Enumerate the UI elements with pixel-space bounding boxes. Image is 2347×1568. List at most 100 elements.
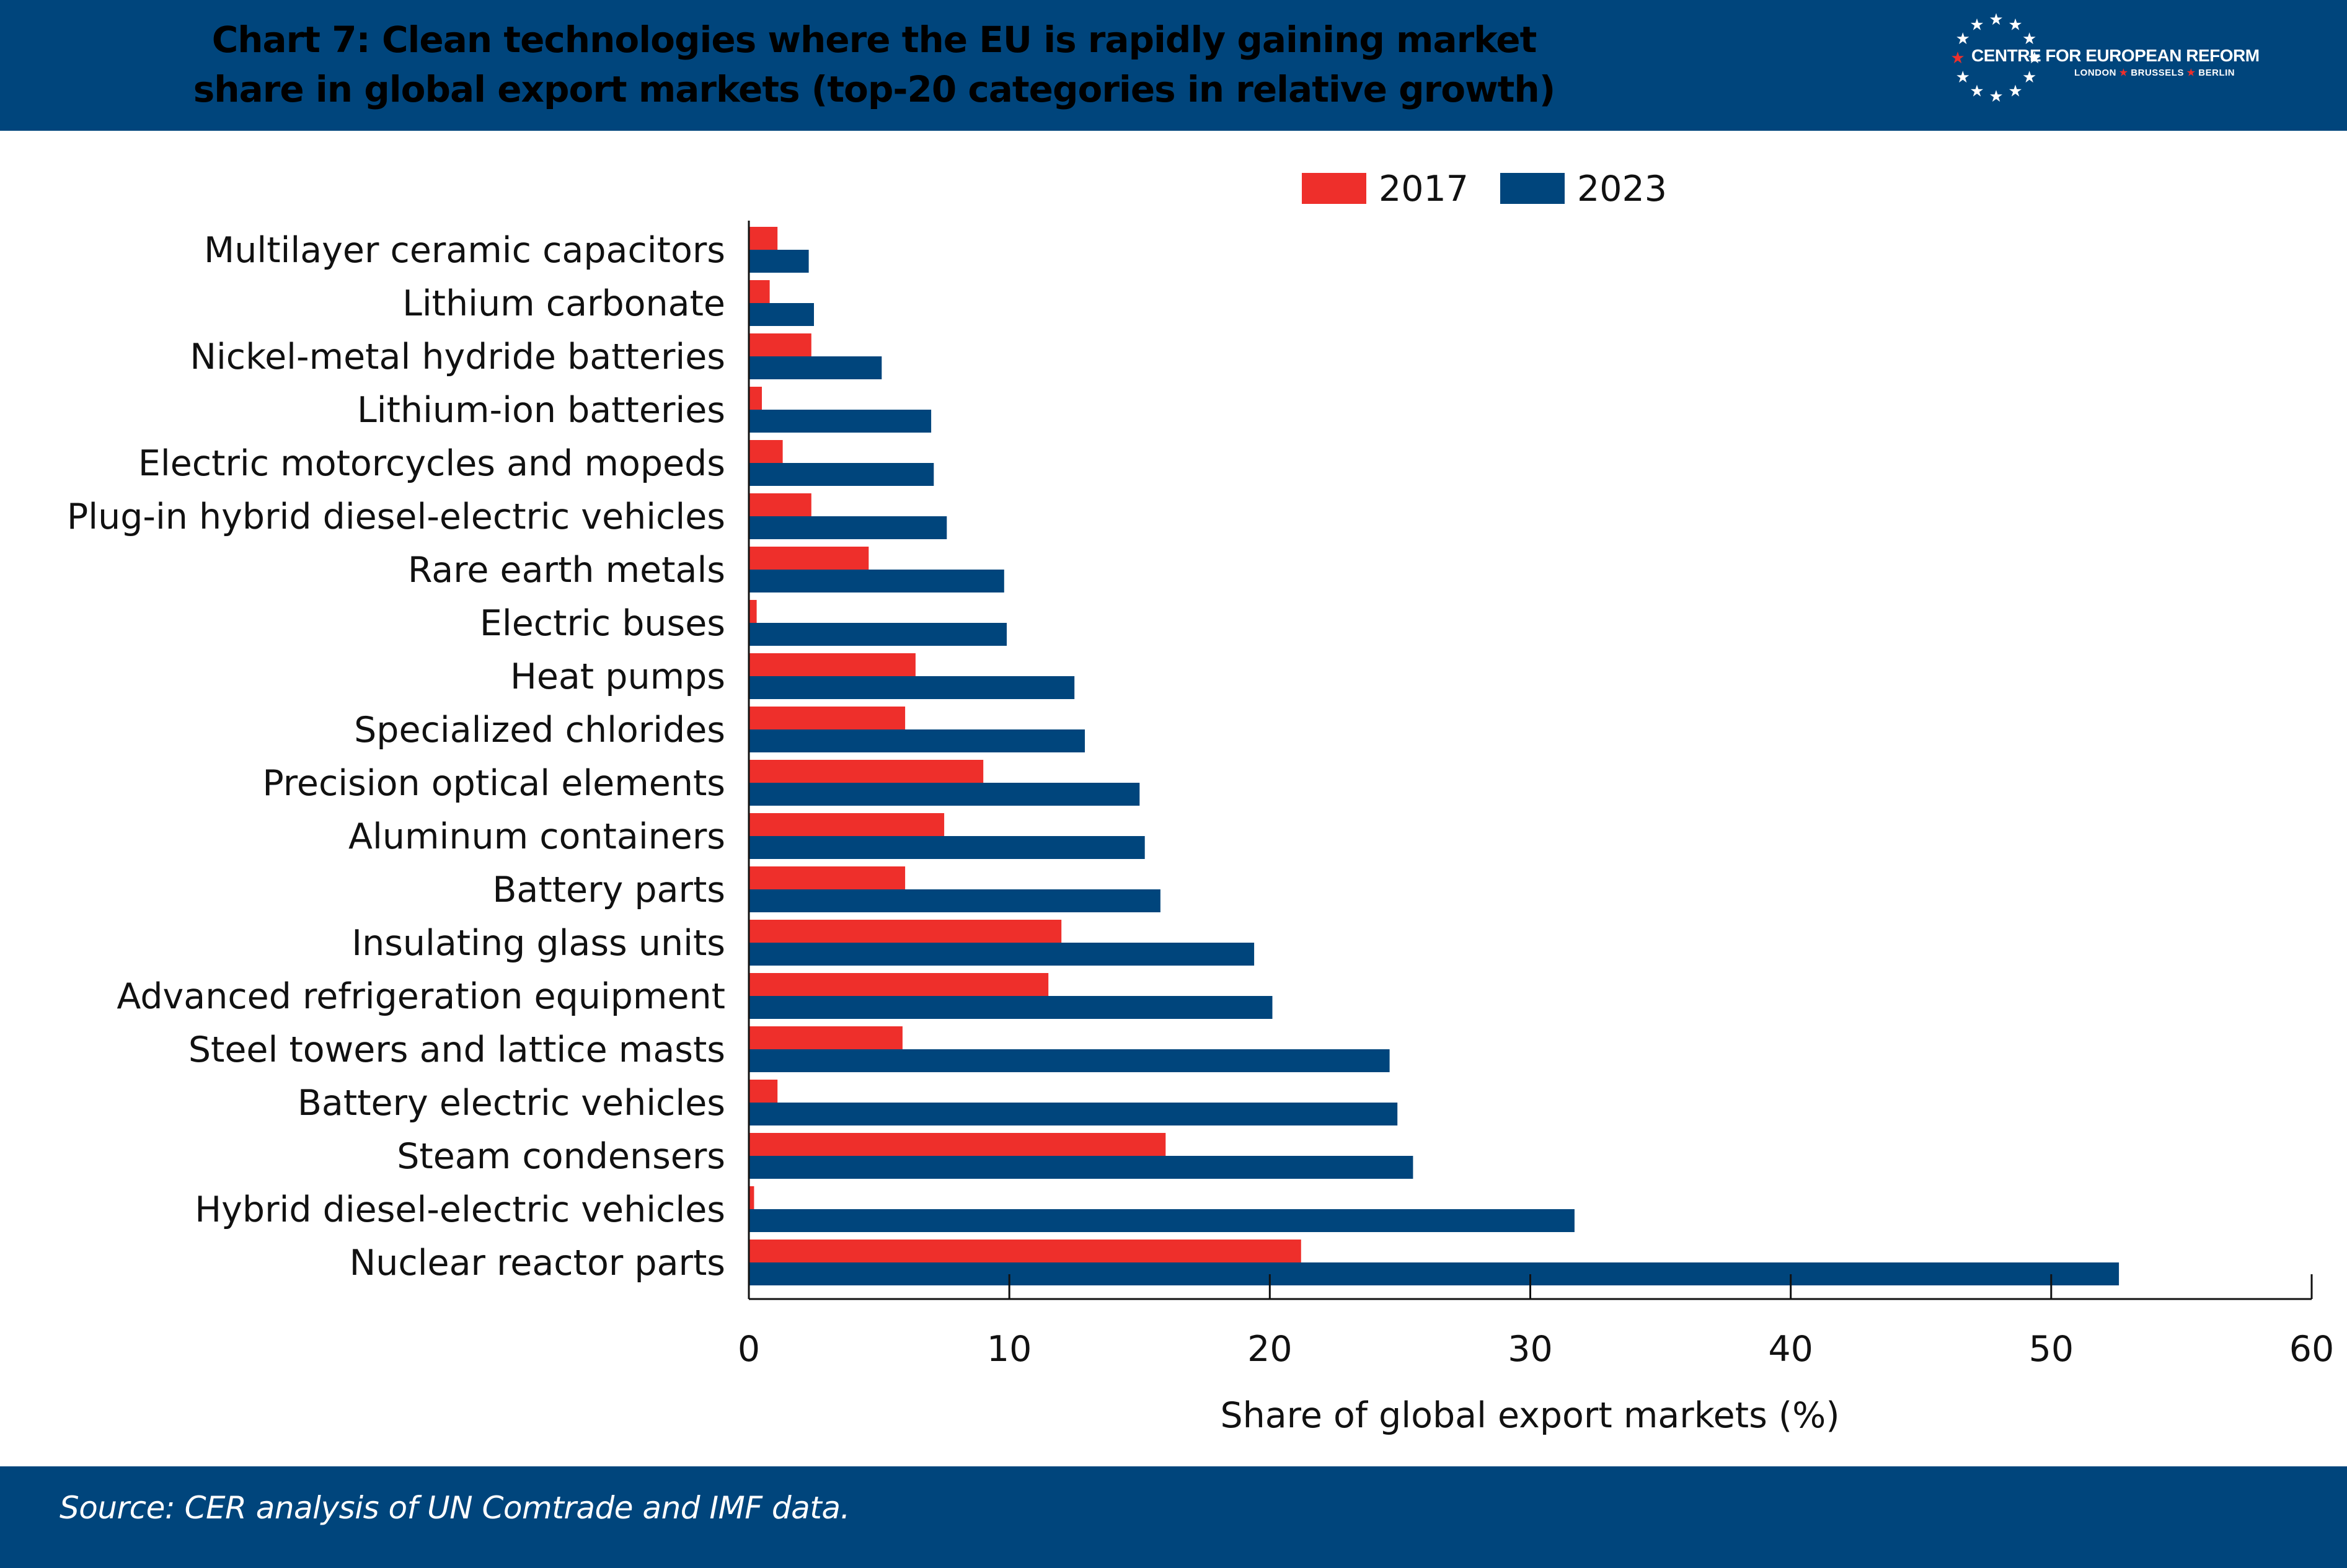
logo-star-icon: ★ bbox=[1950, 49, 1965, 68]
category-label: Lithium carbonate bbox=[402, 283, 725, 324]
source-note: Source: CER analysis of UN Comtrade and … bbox=[60, 1490, 850, 1526]
category-label: Electric buses bbox=[480, 603, 725, 644]
x-axis-label: Share of global export markets (%) bbox=[1220, 1395, 1839, 1436]
bar-2017-6 bbox=[749, 547, 869, 570]
logo-star-icon: ★ bbox=[2022, 30, 2036, 48]
bar-2017-9 bbox=[749, 707, 906, 729]
logo-star-icon: ★ bbox=[2008, 82, 2022, 101]
legend-label-2017: 2017 bbox=[1379, 169, 1469, 209]
bar-2023-15 bbox=[749, 1049, 1390, 1072]
legend-swatch-2017 bbox=[1302, 173, 1366, 204]
logo-city-london: LONDON bbox=[2074, 68, 2116, 78]
category-label: Electric motorcycles and mopeds bbox=[138, 443, 725, 484]
category-label: Multilayer ceramic capacitors bbox=[204, 230, 725, 271]
category-label: Aluminum containers bbox=[348, 816, 725, 857]
x-tick-label: 0 bbox=[738, 1329, 760, 1370]
category-label: Lithium-ion batteries bbox=[357, 390, 725, 431]
chart-legend: 2017 2023 bbox=[1302, 169, 1667, 209]
bar-2017-16 bbox=[749, 1080, 778, 1103]
logo-star-icon: ★ bbox=[1969, 82, 1984, 101]
bar-2017-18 bbox=[749, 1186, 754, 1209]
logo-star-icon: ★ bbox=[2008, 15, 2022, 34]
category-label: Battery electric vehicles bbox=[298, 1083, 725, 1124]
x-tick-label: 50 bbox=[2029, 1329, 2074, 1370]
category-label: Specialized chlorides bbox=[354, 710, 725, 751]
bar-2017-13 bbox=[749, 920, 1062, 943]
ring-of-stars-icon: ★ ★★★★★★★★★★★ bbox=[1950, 11, 2041, 106]
category-label: Plug-in hybrid diesel-electric vehicles bbox=[67, 496, 725, 537]
logo-city-berlin: BERLIN bbox=[2198, 68, 2235, 78]
bar-2017-7 bbox=[749, 600, 757, 623]
bar-2023-4 bbox=[749, 463, 934, 486]
bar-2023-6 bbox=[749, 570, 1004, 592]
bar-2023-18 bbox=[749, 1209, 1575, 1232]
bar-2017-11 bbox=[749, 813, 945, 836]
logo-star-icon: ★ bbox=[2022, 68, 2036, 87]
x-axis: 0 10 20 30 40 50 60 bbox=[738, 221, 2334, 1370]
category-label: Nuclear reactor parts bbox=[350, 1243, 725, 1284]
logo-star-icon: ★ bbox=[1989, 87, 2003, 106]
category-label: Precision optical elements bbox=[262, 763, 725, 804]
chart-bars bbox=[749, 227, 2119, 1285]
bar-2017-8 bbox=[749, 653, 916, 676]
star-separator-icon: ★ bbox=[2186, 68, 2196, 78]
x-tick-label: 40 bbox=[1768, 1329, 1813, 1370]
category-label: Steam condensers bbox=[397, 1136, 725, 1177]
logo-name: CENTRE FOR EUROPEAN REFORM bbox=[1971, 46, 2260, 65]
bar-chart: 2017 2023 Multilayer ceramic capacitors Li… bbox=[67, 169, 2334, 1436]
bar-2023-17 bbox=[749, 1156, 1413, 1179]
category-labels: Multilayer ceramic capacitors Lithium car… bbox=[67, 230, 725, 1284]
x-tick-label: 10 bbox=[987, 1329, 1032, 1370]
bar-2017-4 bbox=[749, 440, 783, 463]
bar-2023-0 bbox=[749, 250, 809, 273]
category-label: Hybrid diesel-electric vehicles bbox=[195, 1189, 725, 1230]
bar-2017-12 bbox=[749, 866, 906, 889]
logo-star-icon: ★ bbox=[1989, 11, 2003, 29]
bar-2017-19 bbox=[749, 1240, 1301, 1262]
bar-2023-3 bbox=[749, 410, 932, 433]
bar-2023-7 bbox=[749, 623, 1007, 646]
bar-2017-2 bbox=[749, 333, 811, 356]
bar-2017-15 bbox=[749, 1026, 903, 1049]
bar-2023-1 bbox=[749, 303, 814, 326]
x-tick-label: 30 bbox=[1508, 1329, 1553, 1370]
category-label: Steel towers and lattice masts bbox=[188, 1029, 725, 1070]
logo-cities: LONDON ★ BRUSSELS ★ BERLIN bbox=[2074, 67, 2335, 78]
bar-2017-10 bbox=[749, 760, 984, 783]
legend-swatch-2023 bbox=[1500, 173, 1565, 204]
bar-2017-5 bbox=[749, 493, 811, 516]
bar-2023-13 bbox=[749, 943, 1255, 966]
bar-2023-14 bbox=[749, 996, 1273, 1019]
bar-2023-16 bbox=[749, 1103, 1398, 1125]
chart-title-line-1: Chart 7: Clean technologies where the EU… bbox=[211, 19, 1537, 61]
bar-2023-2 bbox=[749, 356, 882, 379]
bar-2023-11 bbox=[749, 836, 1145, 859]
logo-star-icon: ★ bbox=[1956, 68, 1970, 87]
bar-2017-3 bbox=[749, 387, 762, 410]
legend-label-2023: 2023 bbox=[1577, 169, 1667, 209]
category-label: Battery parts bbox=[492, 870, 725, 910]
star-separator-icon: ★ bbox=[2119, 68, 2128, 78]
bar-2023-8 bbox=[749, 676, 1075, 699]
category-label: Advanced refrigeration equipment bbox=[117, 976, 725, 1017]
bar-2023-19 bbox=[749, 1262, 2119, 1285]
x-tick-label: 20 bbox=[1247, 1329, 1293, 1370]
bar-2017-17 bbox=[749, 1133, 1166, 1156]
logo-city-brussels: BRUSSELS bbox=[2131, 68, 2184, 78]
category-label: Rare earth metals bbox=[408, 550, 725, 591]
bar-2017-0 bbox=[749, 227, 778, 250]
category-label: Nickel-metal hydride batteries bbox=[190, 337, 725, 377]
category-label: Insulating glass units bbox=[351, 923, 725, 964]
logo-star-icon: ★ bbox=[2027, 49, 2041, 68]
chart-footer bbox=[0, 1466, 2347, 1568]
logo-star-icon: ★ bbox=[1969, 15, 1984, 34]
x-tick-label: 60 bbox=[2289, 1329, 2335, 1370]
logo-star-icon: ★ bbox=[1956, 30, 1970, 48]
chart-header bbox=[0, 0, 2347, 131]
bar-2023-12 bbox=[749, 889, 1160, 912]
bar-2017-14 bbox=[749, 973, 1049, 996]
bar-2023-5 bbox=[749, 516, 947, 539]
chart-title-line-2: share in global export markets (top-20 c… bbox=[193, 68, 1555, 110]
bar-2017-1 bbox=[749, 280, 770, 303]
bar-2023-9 bbox=[749, 729, 1085, 752]
